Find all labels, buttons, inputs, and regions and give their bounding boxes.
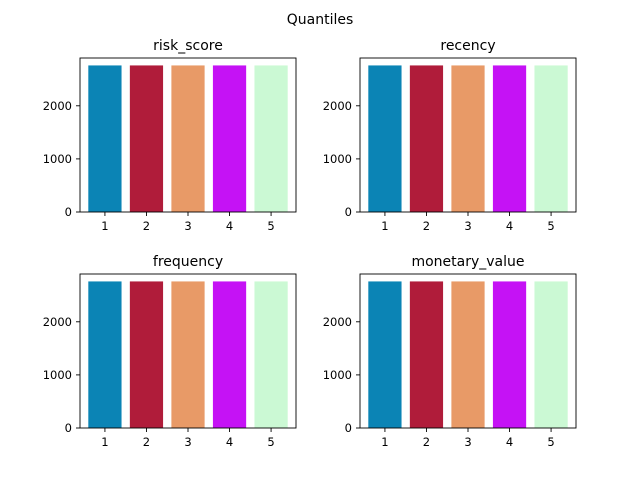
x-tick-label: 2 (423, 219, 430, 233)
subplot-title: recency (440, 38, 495, 54)
y-tick-label: 0 (65, 205, 72, 219)
bar-1 (368, 281, 402, 428)
subplot-recency: 1 2 3 4 5 0 1000 2000 recency (323, 38, 577, 233)
bar-2 (409, 281, 444, 428)
bar-1 (88, 65, 122, 213)
bar-3 (451, 281, 485, 428)
bar-4 (492, 65, 527, 213)
bar-3 (171, 65, 205, 213)
x-tick-label: 2 (143, 219, 150, 233)
x-tick-label: 2 (143, 435, 150, 449)
subplot-title: frequency (153, 254, 223, 270)
y-tick-label: 1000 (323, 152, 352, 166)
x-tick-label: 3 (184, 435, 191, 449)
x-tick-label: 1 (381, 435, 388, 449)
x-tick-label: 1 (101, 219, 108, 233)
bar-5 (254, 281, 288, 428)
y-tick-label: 1000 (43, 368, 72, 382)
x-tick-label: 4 (226, 435, 233, 449)
x-tick-label: 1 (381, 219, 388, 233)
x-tick-label: 3 (184, 219, 191, 233)
x-tick-label: 5 (267, 219, 274, 233)
bar-5 (254, 65, 288, 213)
subplot-monetary_value: 1 2 3 4 5 0 1000 2000 monetary_value (323, 254, 577, 449)
bar-2 (409, 65, 444, 213)
bar-5 (534, 65, 568, 213)
bar-2 (129, 281, 164, 428)
subplot-risk_score: 1 2 3 4 5 0 1000 2000 risk_score (43, 38, 297, 233)
bar-4 (212, 65, 247, 213)
x-tick-label: 3 (464, 435, 471, 449)
x-tick-label: 1 (101, 435, 108, 449)
subplot-title: monetary_value (411, 254, 524, 270)
y-tick-label: 2000 (323, 99, 352, 113)
y-tick-label: 1000 (43, 152, 72, 166)
figure-suptitle: Quantiles (287, 12, 354, 28)
y-tick-label: 2000 (323, 315, 352, 329)
x-tick-label: 4 (506, 435, 513, 449)
subplot-frequency: 1 2 3 4 5 0 1000 2000 frequency (43, 254, 297, 449)
bar-1 (368, 65, 402, 213)
bar-3 (451, 65, 485, 213)
y-tick-label: 1000 (323, 368, 352, 382)
x-tick-label: 5 (547, 435, 554, 449)
bar-1 (88, 281, 122, 428)
x-tick-label: 2 (423, 435, 430, 449)
x-tick-label: 3 (464, 219, 471, 233)
y-tick-label: 0 (65, 421, 72, 435)
x-tick-label: 4 (226, 219, 233, 233)
bar-2 (129, 65, 164, 213)
x-tick-label: 4 (506, 219, 513, 233)
bar-3 (171, 281, 205, 428)
subplots-grid: 1 2 3 4 5 0 1000 2000 risk_score 1 2 3 4 5 0 1000 2000 re… (43, 38, 577, 449)
y-tick-label: 0 (345, 421, 352, 435)
x-tick-label: 5 (547, 219, 554, 233)
y-tick-label: 2000 (43, 315, 72, 329)
subplot-title: risk_score (153, 38, 223, 54)
bar-4 (492, 281, 527, 428)
y-tick-label: 2000 (43, 99, 72, 113)
y-tick-label: 0 (345, 205, 352, 219)
bar-5 (534, 281, 568, 428)
bar-4 (212, 281, 247, 428)
x-tick-label: 5 (267, 435, 274, 449)
